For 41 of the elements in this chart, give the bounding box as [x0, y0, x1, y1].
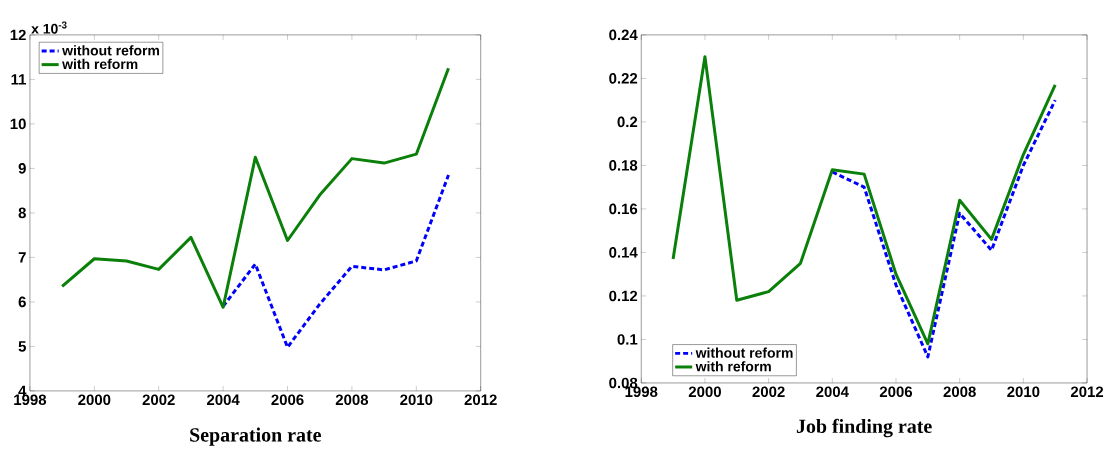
x-tick-label: 2002	[142, 394, 175, 406]
line-series	[830, 98, 1057, 359]
y-tick-label: 0.24	[609, 29, 638, 41]
y-tick-label: 11	[11, 74, 26, 85]
x-tick-label: 2004	[207, 394, 240, 406]
x-tick-label: 2004	[816, 386, 849, 398]
x-tick-label: 1998	[14, 394, 47, 406]
line-series	[671, 55, 1057, 346]
y-tick-label: 4	[18, 385, 27, 397]
legend-label: without reform	[62, 45, 160, 56]
text: Job finding rate	[796, 418, 932, 438]
x-tick-label: 2008	[943, 386, 976, 398]
y-tick-label: 0.2	[617, 116, 638, 128]
y-tick-label: 0.22	[609, 73, 638, 84]
legend-label: without reform	[695, 347, 793, 358]
x-tick-label: 2002	[752, 386, 785, 398]
x-tick-label: 2012	[1070, 386, 1104, 398]
y-tick-label: 0.1	[617, 334, 638, 345]
y-tick-label: 8	[18, 207, 26, 219]
x-tick-label: 2000	[78, 394, 111, 406]
legend-label: with reform	[62, 58, 138, 70]
text: Separation rate	[190, 427, 321, 446]
x-tick-label: 2006	[879, 386, 913, 398]
y-tick-label: 9	[18, 163, 26, 174]
y-tick-label: 12	[10, 29, 26, 41]
x-tick-label: 2008	[335, 394, 369, 406]
legend-label: with reform	[695, 361, 771, 372]
x-tick-label: 2000	[688, 386, 721, 398]
x-tick-label: 2012	[464, 394, 497, 406]
y-tick-label: 0.16	[609, 203, 638, 215]
x-tick-label: 2010	[1007, 386, 1040, 398]
y-tick-label: 6	[18, 296, 26, 308]
y-tick-label: 0.14	[609, 247, 638, 258]
y-tick-label: 0.12	[609, 290, 638, 302]
x-tick-label: 2006	[271, 394, 304, 406]
y-tick-label: 0.18	[609, 160, 638, 171]
y-tick-label: 5	[18, 341, 26, 352]
x-tick-label: 2010	[400, 394, 433, 406]
text: x 10$^{-3}$	[31, 21, 67, 34]
y-tick-label: 10	[10, 118, 26, 130]
y-tick-label: 7	[18, 252, 26, 263]
